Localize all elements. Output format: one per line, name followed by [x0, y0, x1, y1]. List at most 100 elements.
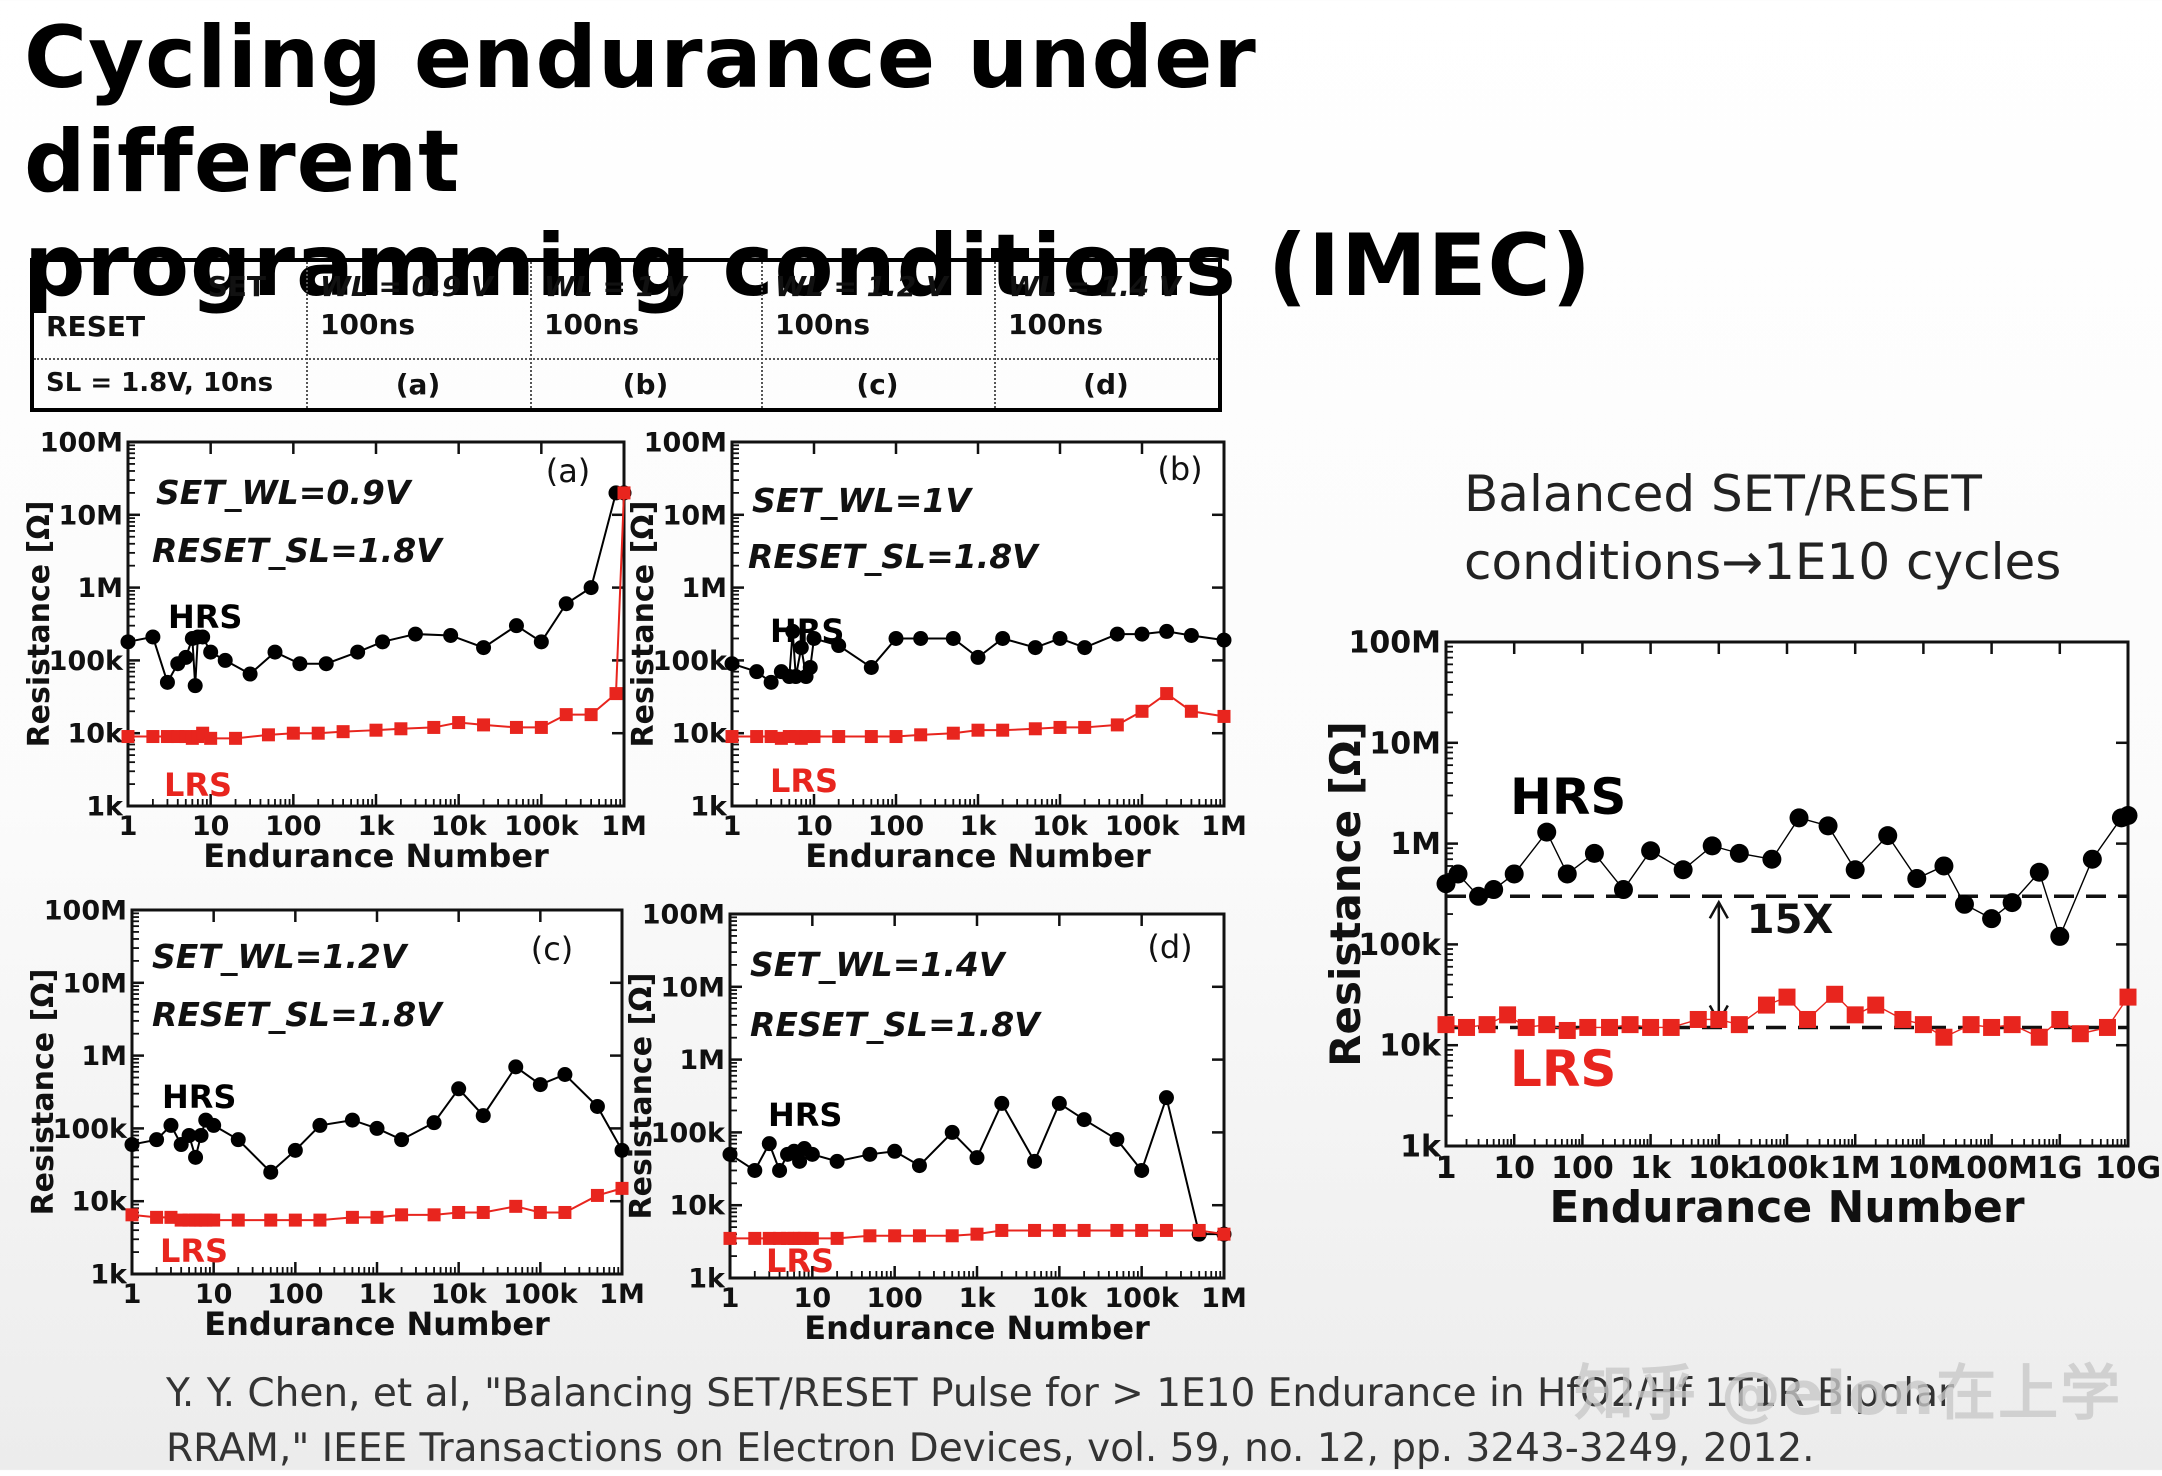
lrs-label: LRS — [1510, 1040, 1616, 1098]
y-axis-label: Resistance [Ω] — [26, 969, 61, 1216]
hrs-point — [206, 1117, 222, 1133]
reset-condition: SL = 1.8V, 10ns — [46, 368, 274, 398]
x-tick-label: 10k — [1688, 1151, 1751, 1186]
set-condition-annotation: SET_WL=1V — [752, 481, 973, 520]
lrs-point — [1159, 1223, 1173, 1237]
hrs-point — [188, 1149, 204, 1165]
lrs-point — [750, 730, 764, 744]
hrs-point — [887, 1143, 903, 1159]
y-tick-label: 100k — [1358, 928, 1442, 963]
lrs-point — [125, 1208, 139, 1222]
lrs-point — [996, 723, 1010, 737]
hrs-point — [995, 630, 1011, 646]
hrs-point — [533, 634, 549, 650]
hrs-point — [614, 1142, 630, 1158]
lrs-point — [1730, 1016, 1748, 1034]
lrs-point — [888, 1229, 902, 1243]
hrs-point — [1729, 843, 1749, 863]
lrs-point — [2098, 1018, 2116, 1036]
lrs-point — [207, 1213, 221, 1227]
lrs-point — [229, 731, 243, 745]
lrs-point — [452, 716, 466, 730]
lrs-point — [725, 730, 739, 744]
x-tick-label: 100k — [504, 811, 579, 842]
x-tick-label: 1M — [1201, 1283, 1247, 1314]
lrs-point — [559, 708, 573, 722]
hrs-point — [772, 1162, 788, 1178]
y-tick-label: 1M — [81, 1041, 127, 1072]
hrs-point — [583, 580, 599, 596]
hrs-point — [1216, 632, 1232, 648]
x-tick-label: 10 — [794, 1283, 832, 1314]
lrs-point — [1710, 1010, 1728, 1028]
chart-panel-1: 1 10 100 1k 10k 100k 1M 1k 10k 100k 1M 10M 100M Endur… — [22, 427, 647, 875]
hrs-point — [312, 1117, 328, 1133]
lrs-point — [807, 730, 821, 744]
lrs-point — [864, 730, 878, 744]
lrs-point — [615, 1181, 629, 1195]
x-tick-label: 100 — [1551, 1151, 1614, 1186]
lrs-point — [1558, 1021, 1576, 1039]
hrs-label: HRS — [1510, 768, 1626, 826]
balanced-line-2: conditions→1E10 cycles — [1464, 533, 2062, 591]
hrs-point — [994, 1095, 1010, 1111]
hrs-point — [1789, 808, 1809, 828]
y-tick-label: 100M — [40, 427, 123, 458]
x-tick-label: 100k — [503, 1279, 578, 1310]
lrs-point — [336, 725, 350, 739]
hrs-point — [802, 659, 818, 675]
x-tick-label: 1G — [2037, 1151, 2083, 1186]
hrs-point — [785, 623, 801, 639]
hrs-point — [149, 1132, 165, 1148]
hrs-point — [181, 1127, 197, 1143]
y-axis-label: Resistance [Ω] — [1321, 721, 1370, 1067]
y-tick-label: 10k — [669, 1191, 726, 1222]
hrs-point — [1051, 1095, 1067, 1111]
lrs-label: LRS — [766, 1242, 834, 1280]
lrs-point — [830, 1231, 844, 1245]
x-tick-label: 100 — [267, 1279, 323, 1310]
hrs-point — [1109, 626, 1125, 642]
x-tick-label: 1 — [723, 811, 742, 842]
table-col-divider — [761, 262, 763, 408]
x-tick-label: 100 — [866, 1283, 922, 1314]
plot-frame — [728, 912, 1226, 1280]
balanced-conditions-note: Balanced SET/RESET conditions→1E10 cycle… — [1464, 460, 2061, 596]
lrs-point — [832, 730, 846, 744]
hrs-point — [1702, 836, 1722, 856]
hrs-point — [1076, 1112, 1092, 1128]
x-tick-label: 100M — [1945, 1151, 2037, 1186]
hrs-label: HRS — [162, 1078, 236, 1116]
lrs-point — [311, 726, 325, 740]
lrs-point — [395, 1208, 409, 1222]
lrs-point — [345, 1210, 359, 1224]
lrs-label: LRS — [164, 766, 232, 804]
x-axis-label: Endurance Number — [203, 837, 549, 875]
hrs-point — [1158, 1090, 1174, 1106]
lrs-point — [1601, 1018, 1619, 1036]
y-tick-label: 1M — [679, 1045, 725, 1076]
set-condition-annotation: SET_WL=1.2V — [152, 937, 409, 976]
lrs-point — [584, 708, 598, 722]
hrs-point — [193, 1127, 209, 1143]
hrs-point — [1183, 627, 1199, 643]
y-tick-label: 100M — [642, 899, 725, 930]
x-tick-label: 10k — [431, 1279, 488, 1310]
y-tick-label: 10M — [1369, 726, 1441, 761]
hrs-point — [217, 652, 233, 668]
lrs-point — [2030, 1028, 2048, 1046]
table-col-divider — [530, 262, 532, 408]
lrs-point — [1517, 1018, 1535, 1036]
x-tick-label: 10 — [1493, 1151, 1535, 1186]
reset-condition-annotation: RESET_SL=1.8V — [748, 537, 1040, 576]
lrs-point — [2051, 1010, 2069, 1028]
lrs-point — [1437, 1016, 1455, 1034]
lrs-point — [1757, 996, 1775, 1014]
hrs-point — [722, 1146, 738, 1162]
lrs-point — [477, 718, 491, 732]
chart-panel-2: 1 10 100 1k 10k 100k 1M 1k 10k 100k 1M 10M 100M Endur… — [626, 427, 1247, 875]
lrs-point — [1052, 1223, 1066, 1237]
y-tick-label: 1M — [681, 573, 727, 604]
x-tick-label: 100k — [1746, 1151, 1830, 1186]
hrs-point — [944, 1124, 960, 1140]
